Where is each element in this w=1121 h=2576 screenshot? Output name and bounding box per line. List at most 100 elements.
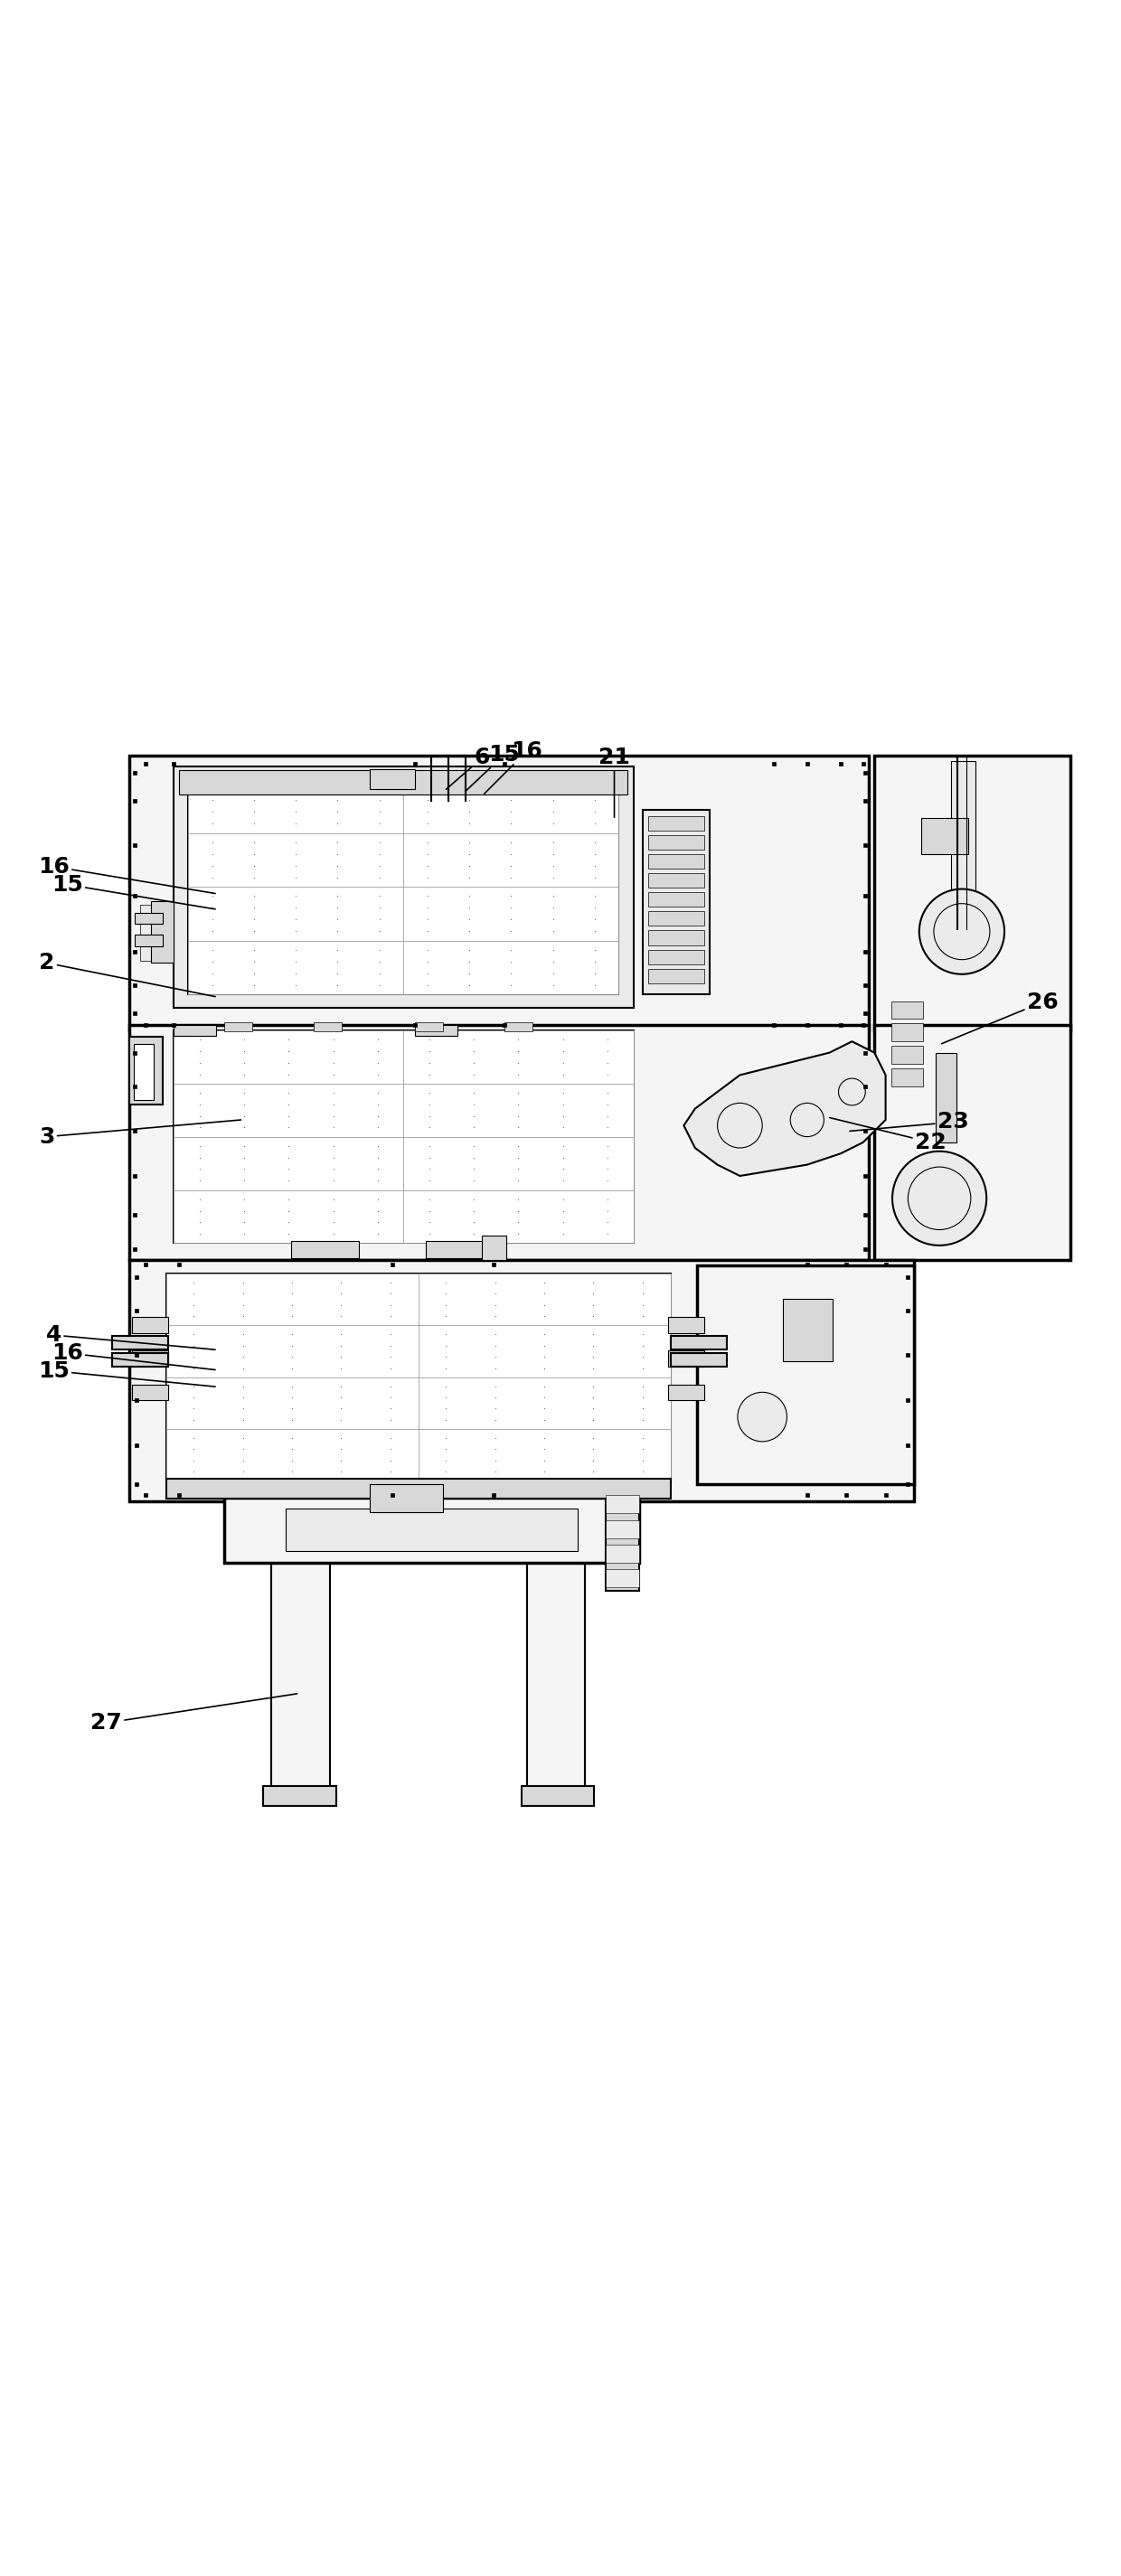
Bar — [648, 951, 704, 963]
Bar — [418, 1378, 670, 1430]
Bar — [648, 817, 704, 829]
Bar — [174, 768, 633, 1007]
Bar — [151, 902, 174, 963]
Bar — [891, 1046, 923, 1064]
Bar — [527, 1502, 585, 1793]
Bar — [263, 1785, 336, 1806]
Bar — [418, 1273, 670, 1324]
Bar — [135, 912, 163, 925]
Bar — [129, 1025, 869, 1260]
Bar — [135, 935, 163, 945]
Bar — [605, 1489, 639, 1589]
Bar — [404, 886, 619, 940]
Circle shape — [892, 1151, 986, 1244]
Bar — [370, 770, 415, 788]
Text: 15: 15 — [38, 1360, 215, 1386]
Bar — [166, 1479, 670, 1499]
Bar — [404, 832, 619, 886]
Bar — [648, 891, 704, 907]
Text: 16: 16 — [38, 855, 215, 894]
Bar — [668, 1316, 704, 1332]
Circle shape — [919, 889, 1004, 974]
Bar — [521, 1785, 594, 1806]
Bar — [224, 1497, 639, 1564]
Bar — [648, 835, 704, 850]
Bar — [648, 912, 704, 925]
Bar — [670, 1352, 726, 1365]
Text: 26: 26 — [942, 992, 1058, 1043]
Text: 15: 15 — [52, 873, 215, 909]
Bar — [648, 930, 704, 945]
Circle shape — [738, 1391, 787, 1443]
Bar — [504, 1023, 532, 1030]
Text: 27: 27 — [91, 1695, 297, 1734]
Bar — [166, 1378, 418, 1430]
Bar — [174, 1030, 633, 1244]
Bar — [697, 1265, 914, 1484]
Bar — [605, 1494, 639, 1512]
Bar — [605, 1546, 639, 1564]
Polygon shape — [684, 1041, 886, 1175]
Bar — [174, 1190, 404, 1244]
Bar — [129, 755, 869, 1030]
Text: 15: 15 — [465, 744, 520, 791]
Bar — [271, 1502, 330, 1793]
Bar — [188, 886, 404, 940]
Text: 16: 16 — [484, 739, 543, 793]
Bar — [891, 1002, 923, 1020]
Bar — [166, 1273, 670, 1481]
Text: 21: 21 — [599, 747, 630, 817]
Bar — [668, 1383, 704, 1401]
Bar — [605, 1520, 639, 1538]
Bar — [188, 778, 619, 994]
Bar — [921, 819, 969, 855]
Bar — [418, 1324, 670, 1378]
Bar — [174, 1136, 404, 1190]
Bar — [132, 1383, 168, 1401]
Bar — [782, 1298, 833, 1360]
Bar — [179, 770, 628, 796]
Text: 3: 3 — [39, 1121, 241, 1146]
Text: 16: 16 — [52, 1342, 215, 1370]
Bar — [891, 1023, 923, 1041]
Bar — [404, 1190, 633, 1244]
Text: 4: 4 — [46, 1324, 215, 1350]
Bar — [648, 969, 704, 984]
Bar — [112, 1352, 168, 1365]
Bar — [314, 1023, 342, 1030]
Bar — [415, 1025, 457, 1036]
Bar — [174, 1025, 216, 1036]
Bar — [426, 1242, 493, 1257]
Bar — [370, 1484, 443, 1512]
Bar — [132, 1350, 168, 1365]
Bar — [648, 855, 704, 868]
Bar — [936, 1054, 956, 1141]
Bar — [140, 904, 157, 961]
Bar — [404, 1136, 633, 1190]
Bar — [188, 832, 404, 886]
Bar — [133, 1043, 154, 1100]
Bar — [291, 1242, 359, 1257]
Bar — [891, 1069, 923, 1087]
Bar — [404, 940, 619, 994]
Bar — [188, 940, 404, 994]
Bar — [132, 1316, 168, 1332]
Text: 6: 6 — [446, 747, 490, 788]
Text: 23: 23 — [850, 1110, 969, 1133]
Bar — [166, 1324, 418, 1378]
Bar — [668, 1350, 704, 1365]
Bar — [112, 1337, 168, 1350]
Bar — [418, 1430, 670, 1481]
Bar — [951, 762, 975, 925]
Bar — [224, 1023, 252, 1030]
Bar — [174, 1084, 404, 1136]
Bar — [404, 778, 619, 832]
Bar — [286, 1510, 577, 1551]
Bar — [605, 1569, 639, 1587]
Bar — [874, 755, 1071, 1030]
Bar — [129, 1038, 163, 1105]
Bar — [648, 873, 704, 889]
Bar — [166, 1273, 418, 1324]
Bar — [642, 809, 710, 994]
Bar — [482, 1236, 507, 1260]
